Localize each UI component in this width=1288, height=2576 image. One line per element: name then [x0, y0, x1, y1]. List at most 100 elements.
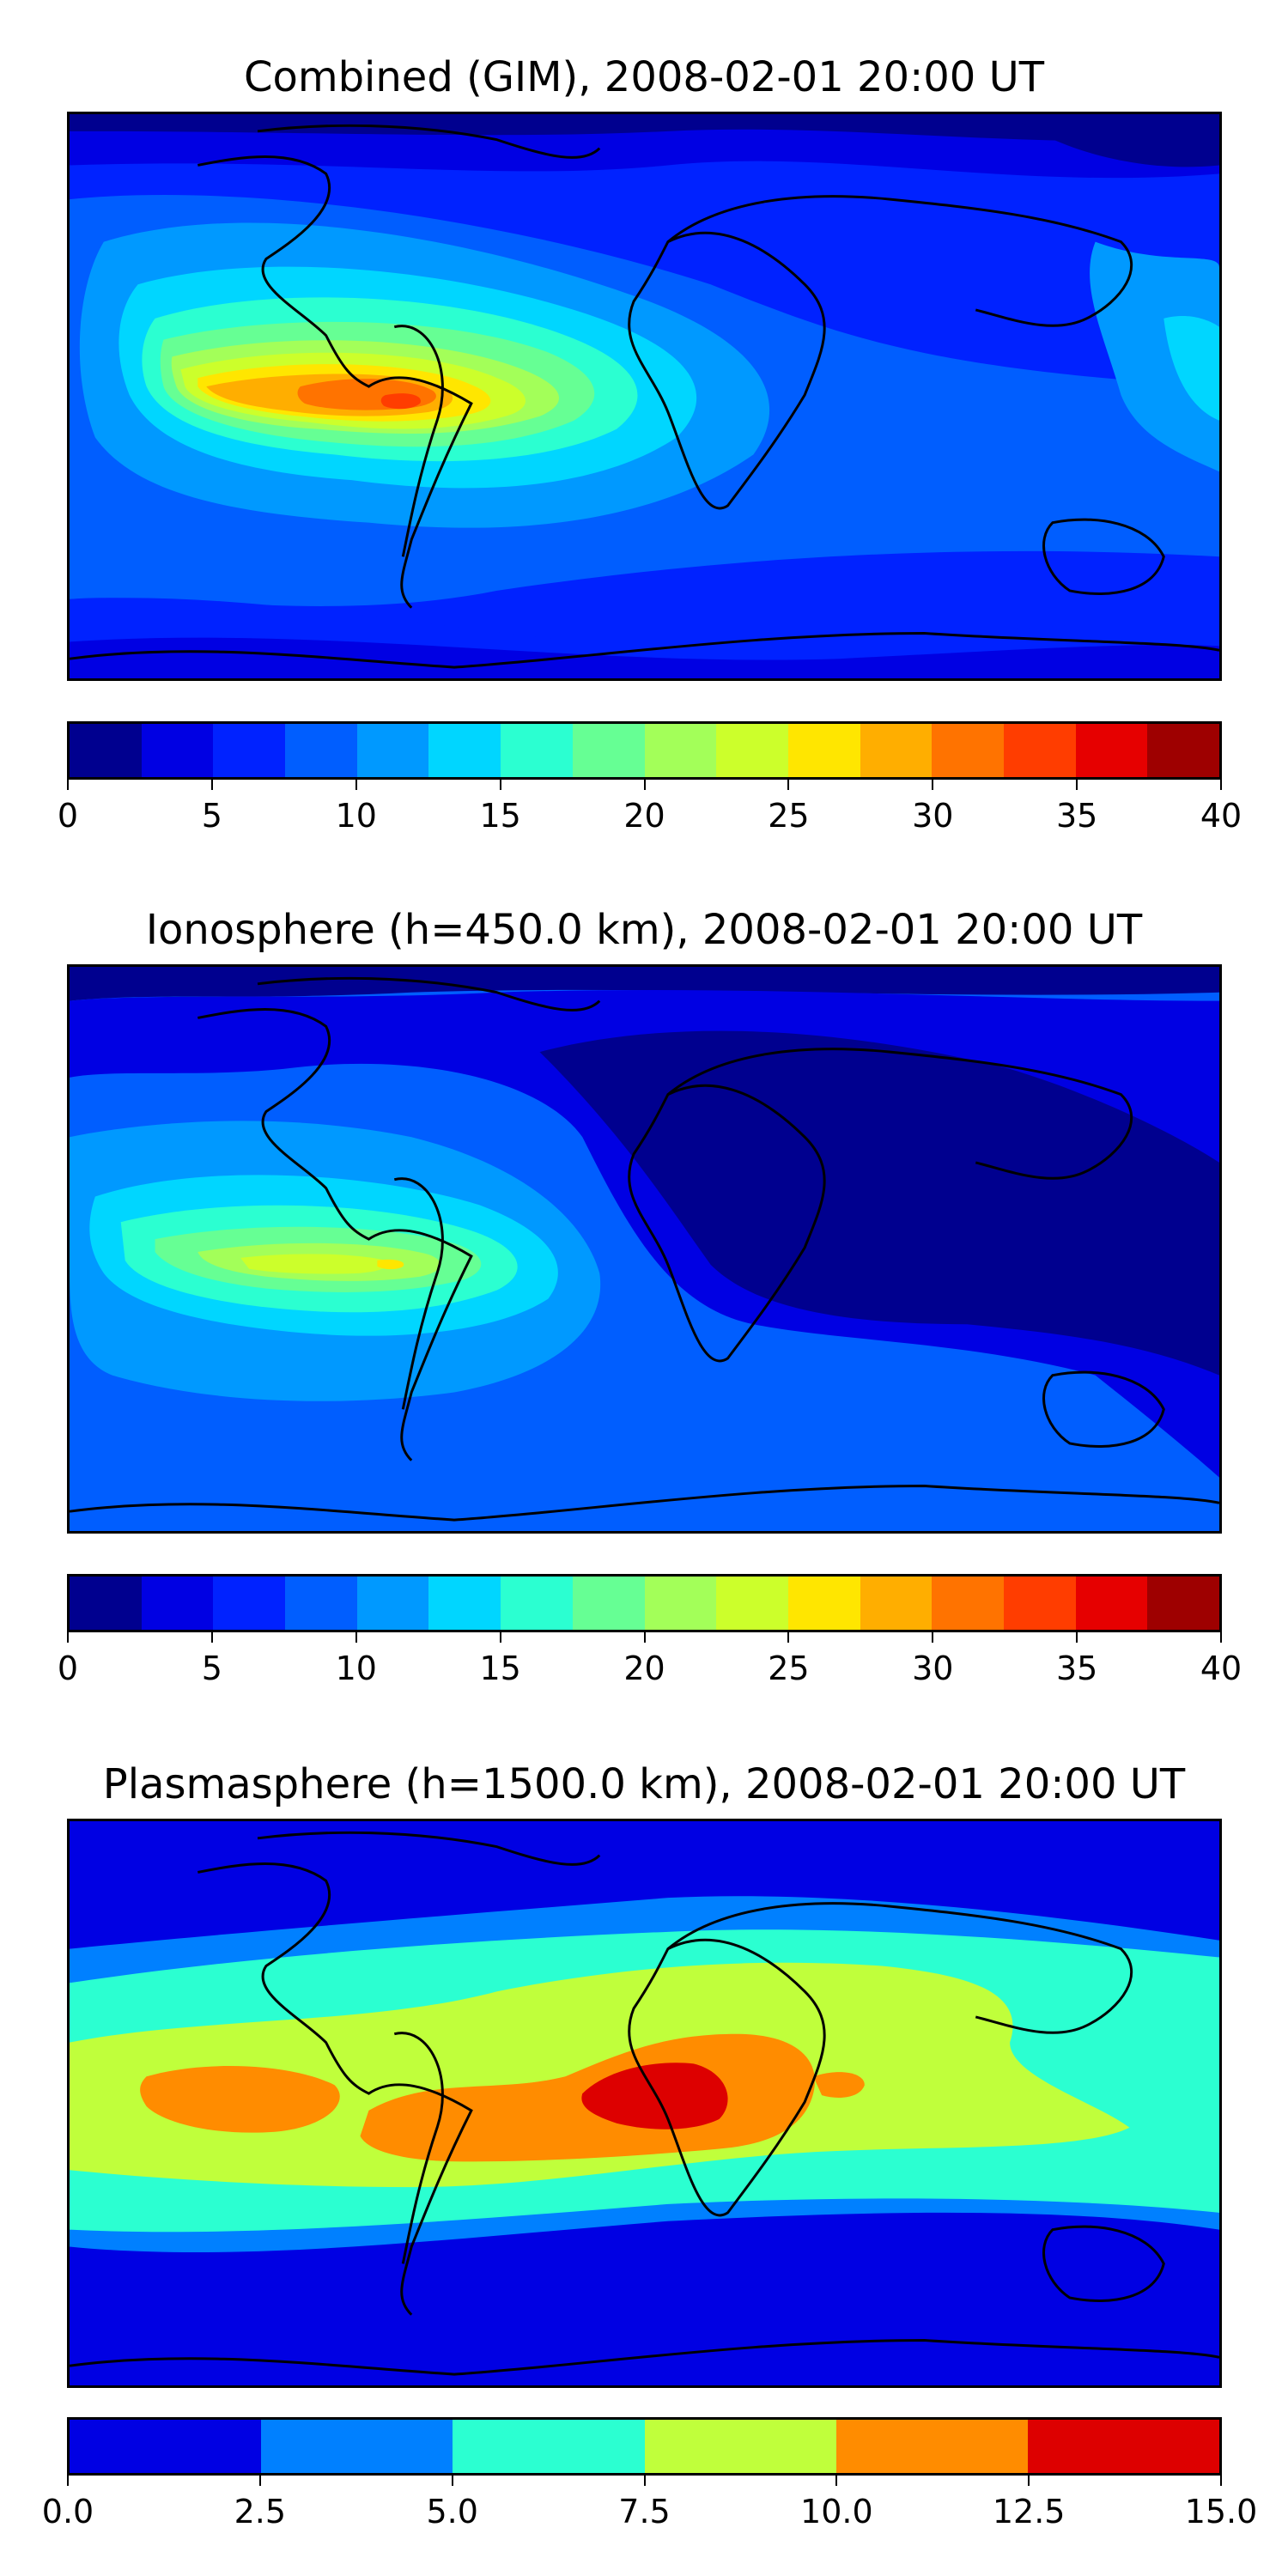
colorbar-tick-label: 10 — [335, 1649, 377, 1687]
plasmasphere-tec-field — [70, 1821, 1219, 2385]
colorbar-tick-label: 20 — [623, 797, 665, 835]
colorbar-tick-label: 30 — [912, 797, 954, 835]
colorbar-tick-label: 12.5 — [992, 2493, 1066, 2530]
ionosphere-colorbar — [67, 1574, 1222, 1632]
colorbar-tick — [1028, 2476, 1030, 2486]
colorbar-segment — [70, 1577, 142, 1630]
colorbar-segment — [716, 1577, 788, 1630]
colorbar-tick — [499, 780, 501, 790]
colorbar-segment — [285, 1577, 357, 1630]
colorbar-segment — [70, 2420, 262, 2473]
colorbar-segment — [213, 1577, 286, 1630]
colorbar-tick — [1220, 1632, 1222, 1643]
plasmasphere-colorbar-ticks: 0.0 2.5 5.0 7.5 10.0 12.5 15.0 — [42, 2476, 1257, 2530]
colorbar-tick-label: 15 — [479, 797, 521, 835]
colorbar-tick-label: 30 — [912, 1649, 954, 1687]
colorbar-tick — [643, 780, 646, 790]
colorbar-segment — [501, 724, 573, 777]
combined-tec-field — [70, 114, 1219, 678]
colorbar-tick-label: 15.0 — [1184, 2493, 1258, 2530]
colorbar-tick-label: 5.0 — [426, 2493, 478, 2530]
colorbar-segment — [501, 1577, 573, 1630]
colorbar-tick — [932, 780, 934, 790]
ionosphere-tec-field — [70, 967, 1219, 1531]
colorbar-segment — [716, 724, 788, 777]
ionosphere-colorbar-ticks: 0 5 10 15 20 25 30 35 40 — [58, 1632, 1242, 1687]
colorbar-tick-label: 2.5 — [234, 2493, 287, 2530]
colorbar-tick-label: 10.0 — [800, 2493, 873, 2530]
colorbar-tick — [451, 2476, 453, 2486]
colorbar-segment — [1147, 1577, 1219, 1630]
colorbar-tick-label: 7.5 — [618, 2493, 671, 2530]
colorbar-segment — [860, 724, 933, 777]
combined-colorbar — [67, 721, 1222, 780]
colorbar-tick — [787, 780, 790, 790]
colorbar-segment — [141, 1577, 214, 1630]
colorbar-segment — [644, 1577, 717, 1630]
colorbar-tick — [787, 1632, 790, 1643]
colorbar-segment — [356, 1577, 429, 1630]
colorbar-segment — [453, 2420, 645, 2473]
colorbar-tick — [355, 780, 357, 790]
colorbar-segment — [1003, 1577, 1076, 1630]
colorbar-tick — [643, 2476, 646, 2486]
colorbar-tick — [1220, 780, 1222, 790]
colorbar-segment — [572, 724, 645, 777]
colorbar-segment — [835, 2420, 1028, 2473]
colorbar-tick — [258, 2476, 261, 2486]
colorbar-segment — [1003, 724, 1076, 777]
colorbar-segment — [261, 2420, 453, 2473]
colorbar-tick-label: 25 — [768, 797, 810, 835]
colorbar-tick — [499, 1632, 501, 1643]
colorbar-segment — [860, 1577, 933, 1630]
colorbar-segment — [70, 724, 142, 777]
colorbar-segment — [141, 724, 214, 777]
colorbar-tick — [67, 2476, 69, 2486]
plasmasphere-map — [67, 1819, 1222, 2388]
colorbar-segment — [428, 1577, 501, 1630]
colorbar-segment — [932, 724, 1004, 777]
colorbar-segment — [644, 2420, 836, 2473]
colorbar-tick — [1220, 2476, 1222, 2486]
colorbar-segment — [787, 724, 860, 777]
ionosphere-map — [67, 964, 1222, 1534]
colorbar-segment — [1027, 2420, 1220, 2473]
colorbar-tick — [67, 1632, 69, 1643]
colorbar-tick-label: 40 — [1200, 1649, 1242, 1687]
colorbar-tick-label: 5 — [201, 797, 222, 835]
colorbar-tick-label: 20 — [623, 1649, 665, 1687]
colorbar-tick — [1076, 780, 1078, 790]
colorbar-tick — [835, 2476, 838, 2486]
colorbar-tick-label: 0 — [57, 1649, 79, 1687]
colorbar-segment — [572, 1577, 645, 1630]
colorbar-tick — [932, 1632, 934, 1643]
colorbar-tick — [210, 1632, 213, 1643]
colorbar-tick — [1076, 1632, 1078, 1643]
colorbar-segment — [356, 724, 429, 777]
colorbar-tick-label: 35 — [1055, 797, 1098, 835]
colorbar-segment — [644, 724, 717, 777]
colorbar-tick — [643, 1632, 646, 1643]
colorbar-tick-label: 0 — [57, 797, 79, 835]
panel-2-title: Ionosphere (h=450.0 km), 2008-02-01 20:0… — [145, 906, 1143, 954]
combined-colorbar-ticks: 0 5 10 15 20 25 30 35 40 — [58, 780, 1242, 835]
colorbar-tick-label: 35 — [1055, 1649, 1098, 1687]
colorbar-segment — [1147, 724, 1219, 777]
combined-gim-map — [67, 112, 1222, 681]
colorbar-tick — [355, 1632, 357, 1643]
colorbar-segment — [1075, 724, 1148, 777]
colorbar-tick-label: 0.0 — [41, 2493, 94, 2530]
colorbar-tick-label: 25 — [768, 1649, 810, 1687]
colorbar-tick-label: 5 — [201, 1649, 222, 1687]
panel-3-title: Plasmasphere (h=1500.0 km), 2008-02-01 2… — [102, 1760, 1186, 1808]
colorbar-segment — [285, 724, 357, 777]
colorbar-tick-label: 40 — [1200, 797, 1242, 835]
colorbar-segment — [428, 724, 501, 777]
colorbar-segment — [787, 1577, 860, 1630]
colorbar-segment — [932, 1577, 1004, 1630]
colorbar-tick-label: 10 — [335, 797, 377, 835]
colorbar-segment — [213, 724, 286, 777]
colorbar-tick-label: 15 — [479, 1649, 521, 1687]
plasmasphere-colorbar — [67, 2417, 1222, 2476]
colorbar-tick — [67, 780, 69, 790]
